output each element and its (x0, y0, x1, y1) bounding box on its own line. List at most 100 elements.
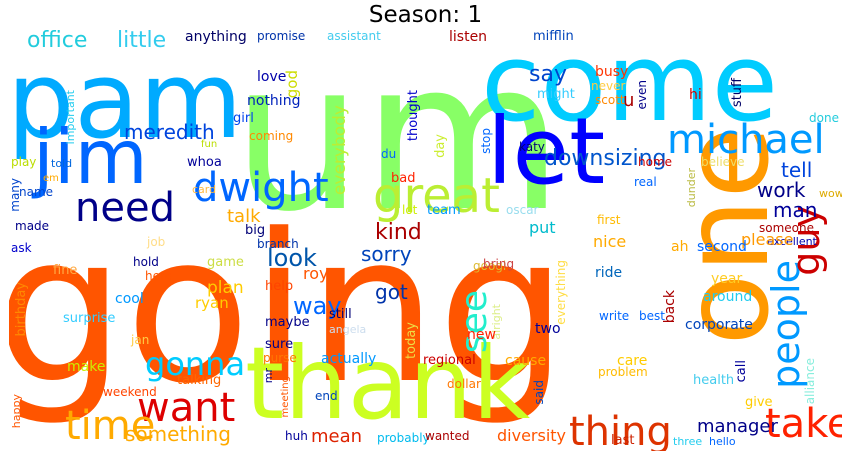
word-might: might (537, 87, 575, 102)
word-hold: hold (133, 255, 159, 269)
word-thing: thing (569, 409, 672, 451)
word-dollar: dollar (447, 377, 481, 391)
word-googi: googi (473, 259, 507, 273)
word-today: today (404, 322, 419, 359)
word-help: help (265, 279, 294, 294)
word-year: year (711, 271, 743, 287)
word-everything: everything (554, 260, 568, 325)
word-downsizing: downsizing (544, 146, 667, 171)
word-angela: angela (329, 323, 367, 336)
word-done: done (809, 111, 839, 125)
word-bad: bad (391, 171, 416, 186)
word-made: made (15, 219, 50, 233)
word-excellent: excellent (767, 235, 817, 248)
word-nothing: nothing (247, 93, 301, 109)
word-health: health (693, 373, 735, 388)
word-wanted: wanted (425, 429, 470, 443)
word-big: big (245, 223, 266, 238)
page-title: Season: 1 (368, 2, 483, 28)
word-office: office (27, 30, 88, 53)
word-take: take (765, 401, 842, 447)
word-hero: hero (145, 269, 172, 283)
word-new: new (467, 327, 496, 343)
word-promise: promise (257, 30, 306, 43)
word-never: never (591, 79, 626, 93)
word-time: time (65, 403, 156, 449)
word-jan: jan (131, 333, 150, 347)
word-day: day (433, 134, 448, 158)
word-talk: talk (227, 206, 261, 227)
word-sure: sure (265, 337, 294, 352)
word-even: even (635, 80, 649, 110)
word-fun: fun (201, 139, 218, 150)
word-last: last (611, 433, 635, 448)
word-going: going (9, 191, 568, 429)
word-oscar: oscar (506, 203, 539, 217)
word-busy: busy (595, 64, 629, 80)
word-coming: coming (249, 129, 294, 143)
word-probably: probably (377, 431, 430, 445)
word-still: still (329, 307, 352, 322)
word-michael: michael (667, 117, 825, 163)
word-ryan: ryan (195, 294, 229, 312)
word-u: u (623, 90, 635, 111)
word-two: two (535, 321, 561, 337)
word-man: man (773, 198, 818, 222)
word-love: love (257, 69, 287, 85)
word-give: give (745, 395, 773, 410)
word-got: got (375, 280, 408, 304)
word-pam: pam (9, 39, 243, 162)
word-something: something (125, 422, 231, 446)
word-ask: ask (11, 241, 32, 255)
word-surprise: surprise (63, 311, 116, 326)
word-manager: manager (697, 416, 778, 437)
word-lot: lot (402, 203, 418, 217)
word-said: said (532, 380, 546, 405)
word-mifflin: mifflin (533, 30, 574, 44)
word-card: card (192, 183, 217, 196)
word-roy: roy (303, 264, 329, 283)
word-please: please (741, 230, 794, 249)
word-birthday: birthday (14, 282, 29, 337)
word-care: care (617, 353, 648, 369)
word-actually: actually (321, 351, 377, 367)
word-write: write (599, 309, 630, 323)
word-want: want (137, 385, 236, 431)
word-ride: ride (595, 265, 623, 281)
word-corporate: corporate (685, 317, 753, 333)
word-best: best (639, 309, 665, 323)
word-dunder: dunder (685, 168, 698, 208)
word-alliance: alliance (803, 358, 817, 405)
word-important: important (64, 90, 77, 145)
word-name: name (19, 185, 54, 199)
word-work: work (757, 178, 806, 202)
word-around: around (703, 289, 753, 305)
word-gonna: gonna (145, 345, 246, 383)
word-call: call (734, 360, 749, 383)
word-end: end (315, 389, 338, 403)
word-branch: branch (257, 237, 299, 251)
word-bring: bring (483, 257, 515, 271)
word-someone: someone (759, 221, 814, 235)
word-plan: plan (207, 278, 244, 298)
word-game: game (207, 255, 244, 270)
word-meeting: meeting (280, 376, 291, 418)
word-put: put (529, 218, 556, 237)
word-come: come (481, 30, 779, 146)
word-way: way (293, 292, 342, 320)
word-thank: thank (245, 325, 531, 442)
word-second: second (697, 239, 747, 255)
word-maybe: maybe (265, 315, 310, 330)
word-great: great (373, 168, 500, 224)
word-meredith: meredith (124, 120, 215, 144)
word-assistant: assistant (327, 30, 381, 43)
word-fine: fine (53, 263, 78, 278)
word-sorry: sorry (361, 242, 412, 266)
word-say: say (529, 62, 567, 87)
word-regional: regional (423, 353, 476, 368)
word-little: little (117, 30, 167, 53)
word-told: told (51, 157, 73, 170)
word-purse: purse (263, 351, 297, 365)
word-hi: hi (689, 87, 702, 103)
word-cloud-stage: going um come pam one thank let jim michael dwigh… (9, 30, 842, 451)
